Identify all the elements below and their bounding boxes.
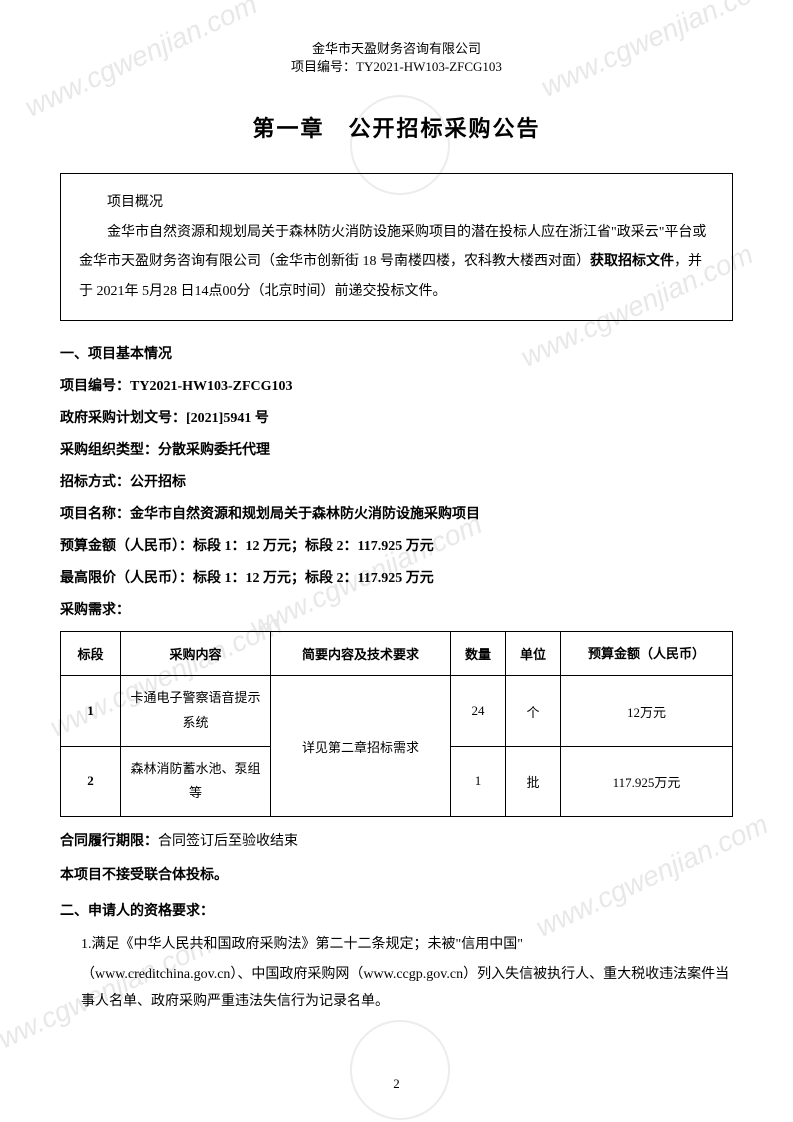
col-section: 标段 (61, 631, 121, 675)
overview-content: 金华市自然资源和规划局关于森林防火消防设施采购项目的潜在投标人应在浙江省"政采云… (79, 218, 714, 306)
col-budget: 预算金额（人民币） (561, 631, 733, 675)
contract-term-label: 合同履行期限： (60, 834, 158, 849)
page-number: 2 (0, 1076, 793, 1092)
section-1-title: 一、项目基本情况 (60, 343, 733, 363)
col-qty: 数量 (451, 631, 506, 675)
section-2-title: 二、申请人的资格要求： (60, 900, 733, 920)
contract-term: 合同履行期限：合同签订后至验收结束 (60, 831, 733, 853)
cell-budget-2: 117.925万元 (561, 746, 733, 816)
page-header: 金华市天盈财务咨询有限公司 项目编号：TY2021-HW103-ZFCG103 (60, 40, 733, 76)
col-unit: 单位 (506, 631, 561, 675)
col-tech: 简要内容及技术要求 (271, 631, 451, 675)
header-company: 金华市天盈财务咨询有限公司 (60, 40, 733, 58)
contract-term-value: 合同签订后至验收结束 (158, 834, 298, 849)
chapter-title: 第一章 公开招标采购公告 (60, 111, 733, 143)
requirement-1: 1.满足《中华人民共和国政府采购法》第二十二条规定；未被"信用中国" (60, 932, 733, 959)
cell-qty-2: 1 (451, 746, 506, 816)
tender-method: 招标方式：公开招标 (60, 471, 733, 491)
requirement-1-cont: （www.creditchina.gov.cn）、中国政府采购网（www.ccg… (81, 962, 733, 1015)
max-price: 最高限价（人民币）：标段 1：12 万元；标段 2：117.925 万元 (60, 567, 733, 587)
requirements-table: 标段 采购内容 简要内容及技术要求 数量 单位 预算金额（人民币） 1 卡通电子… (60, 631, 733, 817)
header-project-code: 项目编号：TY2021-HW103-ZFCG103 (60, 58, 733, 76)
cell-unit-2: 批 (506, 746, 561, 816)
cell-budget-1: 12万元 (561, 676, 733, 746)
project-name: 项目名称：金华市自然资源和规划局关于森林防火消防设施采购项目 (60, 503, 733, 523)
cell-qty-1: 24 (451, 676, 506, 746)
project-code: 项目编号：TY2021-HW103-ZFCG103 (60, 375, 733, 395)
budget-amount: 预算金额（人民币）：标段 1：12 万元；标段 2：117.925 万元 (60, 535, 733, 555)
overview-text-bold: 获取招标文件 (590, 254, 674, 269)
plan-doc-no: 政府采购计划文号：[2021]5941 号 (60, 407, 733, 427)
cell-content-2: 森林消防蓄水池、泵组等 (121, 746, 271, 816)
watermark-seal (350, 1020, 450, 1120)
table-row: 1 卡通电子警察语音提示系统 详见第二章招标需求 24 个 12万元 (61, 676, 733, 746)
no-joint-bid: 本项目不接受联合体投标。 (60, 865, 733, 887)
cell-content-1: 卡通电子警察语音提示系统 (121, 676, 271, 746)
cell-tech-shared: 详见第二章招标需求 (271, 676, 451, 817)
overview-box: 项目概况 金华市自然资源和规划局关于森林防火消防设施采购项目的潜在投标人应在浙江… (60, 173, 733, 321)
overview-title: 项目概况 (79, 188, 714, 217)
requirements-label: 采购需求： (60, 599, 733, 619)
col-content: 采购内容 (121, 631, 271, 675)
cell-unit-1: 个 (506, 676, 561, 746)
cell-section-2: 2 (61, 746, 121, 816)
cell-section-1: 1 (61, 676, 121, 746)
table-header-row: 标段 采购内容 简要内容及技术要求 数量 单位 预算金额（人民币） (61, 631, 733, 675)
org-type: 采购组织类型：分散采购委托代理 (60, 439, 733, 459)
